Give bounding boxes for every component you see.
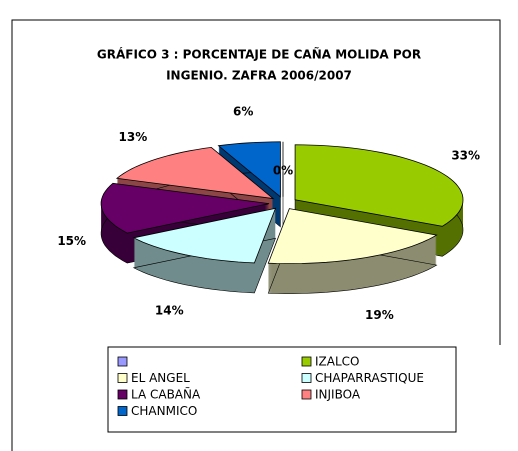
data-label: 14% bbox=[155, 304, 184, 318]
legend-swatch bbox=[301, 373, 312, 383]
slice-edge bbox=[132, 237, 276, 294]
data-label: 33% bbox=[451, 148, 480, 162]
data-label: 15% bbox=[57, 234, 86, 248]
slice-edge bbox=[267, 238, 438, 294]
legend-swatch bbox=[301, 356, 312, 367]
chart-title: INGENIO. ZAFRA 2006/2007 bbox=[166, 69, 352, 83]
data-label: 0% bbox=[273, 164, 293, 178]
legend-label: INJIBOA bbox=[315, 388, 361, 402]
slice bbox=[100, 182, 270, 234]
legend-swatch bbox=[117, 406, 128, 416]
slice bbox=[132, 207, 277, 264]
legend-box bbox=[107, 346, 457, 433]
chart-title: GRÁFICO 3 : PORCENTAJE DE CAÑA MOLIDA PO… bbox=[97, 47, 421, 62]
legend-label: CHANMICO bbox=[131, 404, 197, 418]
legend-swatch bbox=[117, 373, 128, 383]
legend-label: CHAPARRASTIQUE bbox=[315, 371, 424, 385]
data-label: 13% bbox=[119, 130, 148, 144]
data-label: 19% bbox=[365, 308, 394, 322]
slice bbox=[267, 208, 438, 264]
slice bbox=[115, 146, 275, 200]
slice bbox=[217, 141, 281, 198]
slice bbox=[294, 144, 464, 227]
legend-label: LA CABAÑA bbox=[131, 387, 201, 402]
legend-label: IZALCO bbox=[315, 355, 359, 369]
chart-frame bbox=[11, 19, 501, 451]
legend-label: EL ANGEL bbox=[131, 371, 190, 385]
slice-edge bbox=[100, 212, 270, 264]
legend-swatch bbox=[117, 356, 128, 367]
legend-swatch bbox=[301, 389, 312, 400]
legend-swatch bbox=[117, 389, 128, 400]
data-label: 6% bbox=[233, 105, 253, 119]
